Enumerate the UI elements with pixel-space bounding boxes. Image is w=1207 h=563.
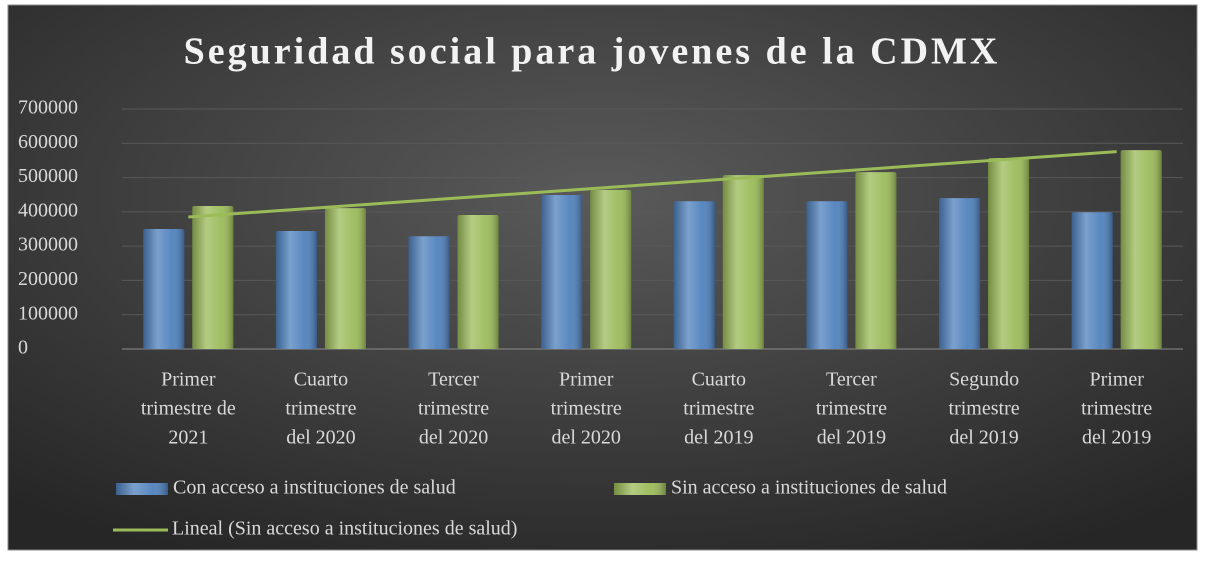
x-tick-label: del 2019	[817, 427, 886, 449]
x-tick-label: Primer	[559, 369, 614, 391]
legend-label: Lineal (Sin acceso a instituciones de sa…	[172, 518, 517, 540]
bar	[722, 175, 764, 349]
x-tick-label: del 2019	[949, 427, 1018, 449]
x-tick-label: del 2020	[551, 427, 620, 449]
x-tick-label: Primer	[161, 369, 216, 391]
x-tick-label: del 2019	[684, 427, 753, 449]
y-tick-label: 0	[18, 337, 28, 359]
bar	[988, 158, 1030, 349]
legend-swatch-shade	[614, 483, 666, 495]
x-tick-label: trimestre	[816, 398, 887, 420]
x-tick-label: del 2019	[1082, 427, 1151, 449]
x-tick-label: 2021	[168, 427, 208, 449]
bar	[143, 229, 185, 349]
bar	[1071, 212, 1113, 349]
y-tick-label: 300000	[18, 234, 78, 256]
x-tick-label: del 2020	[286, 427, 355, 449]
x-tick-label: trimestre	[1081, 398, 1152, 420]
y-tick-label: 500000	[18, 165, 78, 187]
legend-swatch-shade	[116, 483, 168, 495]
bar	[673, 201, 715, 349]
y-tick-label: 600000	[18, 131, 78, 153]
bar	[855, 172, 897, 349]
bar	[806, 201, 848, 349]
x-tick-label: Tercer	[826, 369, 877, 391]
x-tick-label: trimestre de	[141, 398, 236, 420]
y-tick-label: 200000	[18, 268, 78, 290]
legend-label: Sin acceso a instituciones de salud	[671, 477, 947, 499]
x-tick-label: Cuarto	[294, 369, 348, 391]
bar	[590, 189, 632, 349]
legend-label: Con acceso a instituciones de salud	[173, 477, 456, 499]
bar	[275, 231, 317, 349]
y-tick-label: 700000	[18, 97, 78, 119]
x-tick-label: trimestre	[551, 398, 622, 420]
trendline	[188, 150, 1117, 219]
chart-title: Seguridad social para jovenes de la CDMX	[184, 31, 1001, 73]
y-tick-label: 400000	[18, 199, 78, 221]
x-tick-label: trimestre	[949, 398, 1020, 420]
x-tick-label: Segundo	[949, 369, 1019, 391]
bar	[541, 195, 583, 349]
x-tick-label: del 2020	[419, 427, 488, 449]
x-tick-label: Tercer	[428, 369, 479, 391]
x-tick-label: Primer	[1089, 369, 1144, 391]
y-tick-label: 100000	[18, 302, 78, 324]
bar	[1120, 150, 1162, 349]
bar	[192, 206, 234, 349]
x-tick-label: Cuarto	[692, 369, 746, 391]
bar	[939, 198, 981, 349]
x-tick-label: trimestre	[683, 398, 754, 420]
bar	[324, 208, 366, 349]
bar	[408, 236, 450, 349]
bar	[457, 214, 499, 349]
x-tick-label: trimestre	[418, 398, 489, 420]
x-tick-label: trimestre	[285, 398, 356, 420]
